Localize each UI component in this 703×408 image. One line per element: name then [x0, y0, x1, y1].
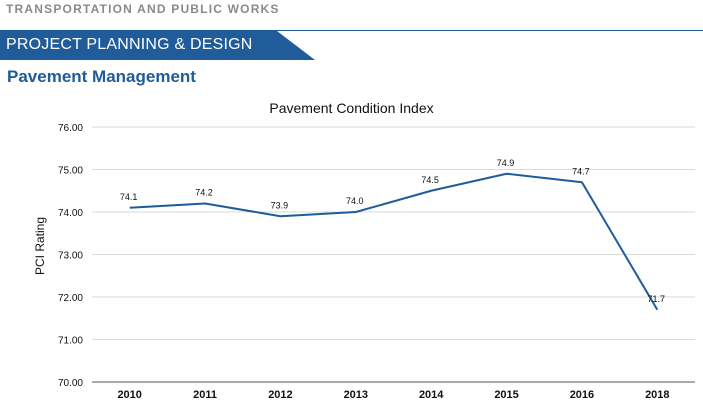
y-tick-label: 72.00	[58, 293, 83, 304]
header-rule	[0, 30, 703, 31]
y-tick-label: 76.00	[58, 123, 83, 134]
x-tick-label: 2016	[570, 389, 594, 401]
x-axis-ticks: 2010 2011 2012 2013 2014 2015 2016 2018	[117, 389, 669, 401]
data-label: 74.0	[346, 196, 364, 206]
x-tick-label: 2011	[193, 389, 217, 401]
y-axis-ticks: 70.00 71.00 72.00 73.00 74.00 75.00 76.00	[58, 123, 83, 389]
x-tick-label: 2010	[117, 389, 141, 401]
y-tick-label: 74.00	[58, 208, 83, 219]
data-label: 74.2	[195, 188, 213, 198]
y-tick-label: 73.00	[58, 251, 83, 262]
x-tick-label: 2012	[268, 389, 292, 401]
data-label: 74.9	[497, 158, 515, 168]
data-labels: 74.1 74.2 73.9 74.0 74.5 74.9 74.7 71.7	[120, 158, 665, 304]
x-tick-label: 2018	[645, 389, 669, 401]
data-label: 74.1	[120, 192, 138, 202]
chart-gridlines	[92, 126, 695, 383]
x-tick-label: 2015	[494, 389, 518, 401]
department-title: TRANSPORTATION AND PUBLIC WORKS	[6, 2, 280, 16]
series-line-pci	[129, 172, 659, 311]
x-tick-label: 2014	[419, 389, 444, 401]
section-banner-label: PROJECT PLANNING & DESIGN	[6, 36, 253, 53]
y-tick-label: 75.00	[58, 166, 83, 177]
data-label: 74.7	[572, 166, 590, 176]
data-label: 74.5	[421, 175, 439, 185]
section-banner: PROJECT PLANNING & DESIGN	[0, 31, 315, 60]
data-label: 73.9	[271, 200, 289, 210]
data-label: 71.7	[648, 294, 666, 304]
chart-title: Pavement Condition Index	[269, 100, 434, 116]
page-subheading: Pavement Management	[7, 67, 196, 86]
y-tick-label: 70.00	[58, 378, 83, 389]
x-tick-label: 2013	[344, 389, 368, 401]
y-tick-label: 71.00	[58, 336, 83, 347]
y-axis-label: PCI Rating	[33, 217, 47, 275]
